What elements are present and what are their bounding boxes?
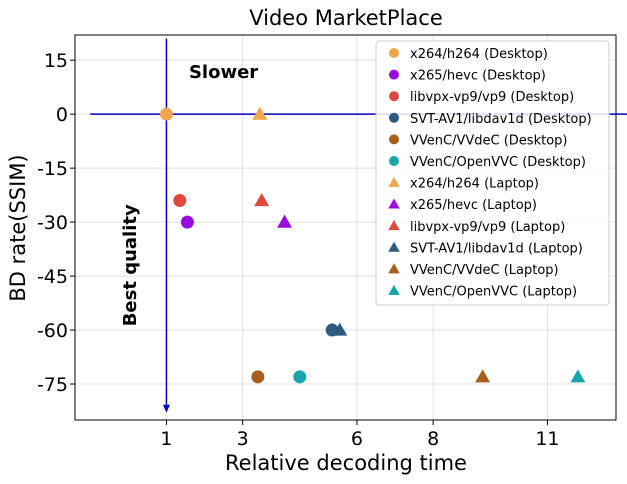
y-tick-label: 15 — [44, 50, 68, 72]
x-axis-ticks: 1 3 6 8 11 — [160, 420, 560, 450]
x-tick-label: 6 — [351, 428, 363, 450]
legend-items: x264/h264 (Desktop) x265/hevc (Desktop) li… — [388, 47, 592, 300]
annotation-text: Best quality — [120, 204, 141, 326]
x-tick-label: 8 — [427, 428, 439, 450]
x-tick-label: 11 — [535, 428, 559, 450]
legend-label: x265/hevc (Laptop) — [410, 198, 537, 213]
legend-marker — [389, 91, 399, 102]
legend-label: libvpx-vp9/vp9 (Desktop) — [410, 90, 574, 105]
data-point-circle — [173, 194, 187, 208]
legend-marker — [388, 263, 400, 274]
data-point-circle — [180, 215, 194, 229]
annotations: Slower Best quality — [120, 62, 258, 326]
legend-marker — [388, 284, 400, 295]
y-tick-label: -30 — [37, 212, 68, 234]
legend-label: SVT-AV1/libdav1d (Desktop) — [410, 112, 592, 127]
data-point-triangle — [254, 193, 270, 207]
x-tick-label: 3 — [237, 428, 249, 450]
plot-frame — [74, 34, 617, 421]
y-tick-label: 0 — [56, 104, 68, 126]
legend-label: VVenC/VVdeC (Desktop) — [410, 133, 567, 148]
legend-box — [375, 40, 610, 306]
vertical-arrowhead — [162, 404, 170, 413]
data-point-triangle — [570, 369, 586, 383]
legend-marker — [389, 69, 399, 80]
data-point-circle — [159, 107, 173, 121]
x-tick-label: 1 — [160, 428, 172, 450]
legend-marker — [389, 112, 399, 123]
data-point-circle — [251, 370, 265, 384]
legend-marker — [389, 134, 399, 145]
data-markers — [159, 106, 586, 384]
y-tick-label: -45 — [37, 266, 68, 288]
legend: x264/h264 (Desktop) x265/hevc (Desktop) li… — [375, 40, 610, 306]
legend-label: VVenC/OpenVVC (Desktop) — [410, 155, 586, 170]
legend-label: x264/h264 (Desktop) — [410, 47, 548, 62]
legend-label: libvpx-vp9/vp9 (Laptop) — [410, 220, 565, 235]
data-point-triangle — [277, 214, 293, 228]
legend-label: SVT-AV1/libdav1d (Laptop) — [410, 241, 583, 256]
legend-label: x264/h264 (Laptop) — [410, 177, 539, 192]
legend-marker — [388, 220, 400, 231]
legend-label: VVenC/VVdeC (Laptop) — [410, 263, 559, 278]
data-point-triangle — [475, 369, 491, 383]
legend-marker — [388, 241, 400, 252]
y-tick-label: -75 — [37, 374, 68, 396]
legend-marker — [388, 198, 400, 209]
data-point-circle — [293, 370, 307, 384]
chart-title: Video MarketPlace — [249, 6, 443, 30]
legend-label: x265/hevc (Desktop) — [410, 69, 546, 84]
legend-marker — [388, 176, 400, 187]
annotation-text: Slower — [189, 62, 258, 83]
data-point-triangle — [332, 322, 348, 336]
y-axis-title: BD rate(SSIM) — [6, 154, 30, 301]
data-point-triangle — [252, 106, 268, 120]
x-axis-title: Relative decoding time — [225, 451, 467, 475]
legend-label: VVenC/OpenVVC (Laptop) — [410, 285, 577, 300]
y-axis-ticks: 15 0 -15 -30 -45 -60 -75 — [37, 50, 75, 396]
y-tick-label: -60 — [37, 320, 68, 342]
legend-marker — [389, 156, 399, 166]
legend-marker — [389, 48, 399, 58]
y-tick-label: -15 — [37, 158, 68, 180]
